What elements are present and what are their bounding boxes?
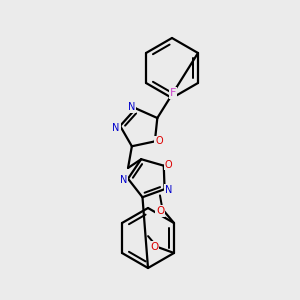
Text: N: N xyxy=(112,123,120,133)
Text: O: O xyxy=(156,206,164,216)
Text: O: O xyxy=(150,242,158,252)
Text: N: N xyxy=(128,102,136,112)
Text: F: F xyxy=(170,88,176,98)
Text: O: O xyxy=(165,160,172,170)
Text: N: N xyxy=(165,185,172,195)
Text: O: O xyxy=(155,136,163,146)
Text: N: N xyxy=(120,175,128,185)
